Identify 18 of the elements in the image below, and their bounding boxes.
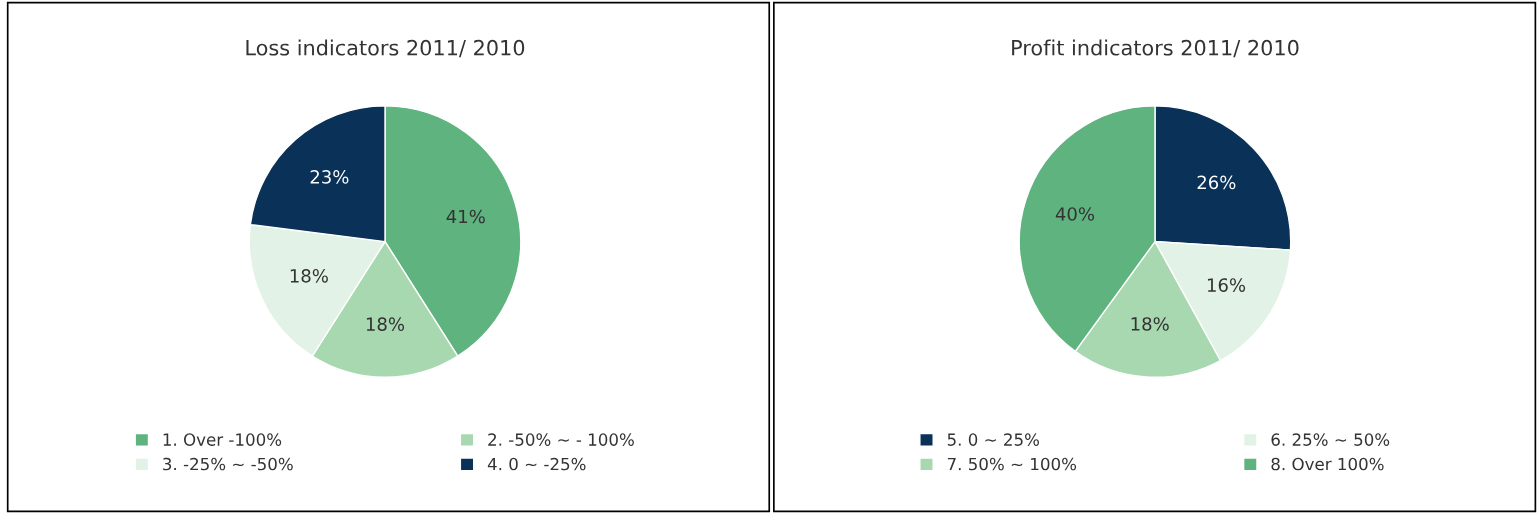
legend-label: 5. 0 ~ 25% <box>947 433 1040 446</box>
legend-label: 8. Over 100% <box>1271 457 1384 471</box>
legend-label: 3. -25% ~ -50% <box>163 457 293 471</box>
chart-title: Loss indicators 2011/ 2010 <box>246 39 525 58</box>
data-label: 26% <box>1197 175 1236 190</box>
data-label: 16% <box>1207 278 1246 292</box>
data-label: 40% <box>1055 207 1095 221</box>
data-label: 41% <box>446 209 485 224</box>
data-label: 18% <box>366 317 405 331</box>
legend-label: 1. Over -100% <box>163 433 282 446</box>
data-label: 18% <box>290 268 328 283</box>
legend-label: 7. 50% ~ 100% <box>947 457 1077 471</box>
legend-label: 2. -50% ~ - 100% <box>488 433 634 446</box>
data-label: 23% <box>310 170 349 184</box>
data-label: 18% <box>1131 317 1169 331</box>
legend-label: 4. 0 ~ -25% <box>487 457 586 471</box>
chart-title: Profit indicators 2011/ 2010 <box>1012 39 1299 58</box>
legend-label: 6. 25% ~ 50% <box>1271 433 1390 446</box>
